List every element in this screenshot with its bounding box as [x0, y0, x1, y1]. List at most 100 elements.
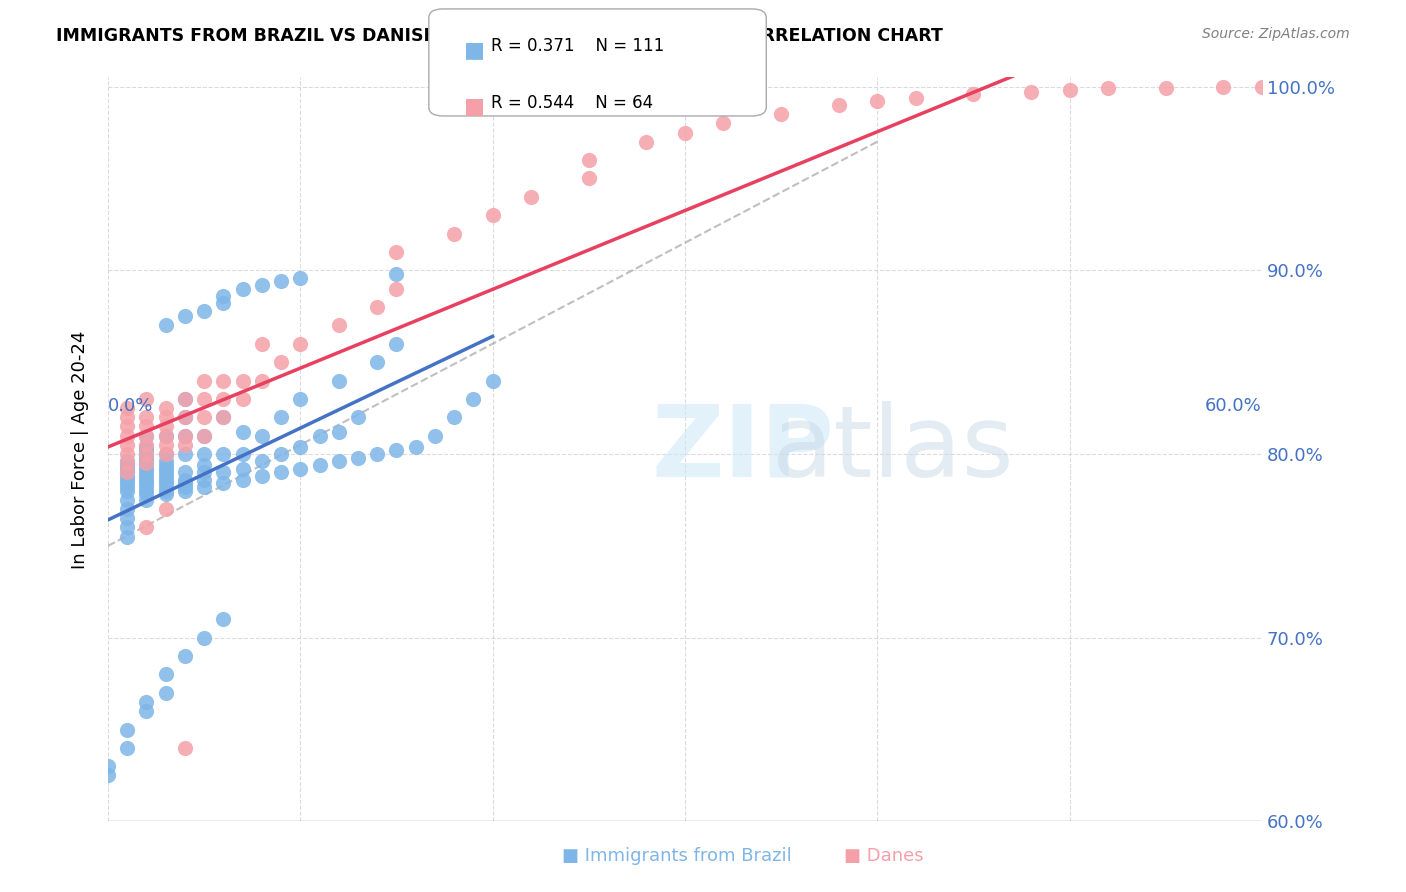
Point — [1059, 83, 1081, 97]
Point — [463, 392, 485, 406]
Point — [828, 98, 851, 112]
Point — [155, 483, 177, 498]
Point — [1154, 81, 1177, 95]
Point — [115, 447, 138, 461]
Point — [250, 336, 273, 351]
Point — [135, 454, 157, 468]
Point — [232, 374, 254, 388]
Point — [212, 466, 235, 480]
Point — [308, 428, 330, 442]
Point — [174, 473, 197, 487]
Point — [174, 438, 197, 452]
Point — [155, 318, 177, 333]
Point — [115, 454, 138, 468]
Point — [155, 686, 177, 700]
Point — [155, 480, 177, 494]
Point — [115, 511, 138, 525]
Point — [135, 450, 157, 465]
Point — [232, 392, 254, 406]
Text: ■ Danes: ■ Danes — [844, 847, 924, 865]
Point — [135, 466, 157, 480]
Point — [174, 447, 197, 461]
Point — [135, 428, 157, 442]
Point — [174, 740, 197, 755]
Point — [328, 425, 350, 439]
Point — [193, 303, 215, 318]
Point — [443, 410, 465, 425]
Point — [115, 740, 138, 755]
Point — [481, 208, 503, 222]
Point — [212, 374, 235, 388]
Point — [174, 410, 197, 425]
Point — [232, 447, 254, 461]
Point — [174, 649, 197, 664]
Point — [155, 466, 177, 480]
Point — [155, 502, 177, 516]
Point — [232, 461, 254, 475]
Point — [250, 374, 273, 388]
Point — [212, 410, 235, 425]
Point — [135, 440, 157, 454]
Point — [385, 267, 408, 281]
Point — [366, 355, 388, 369]
Point — [290, 392, 312, 406]
Point — [520, 190, 543, 204]
Point — [770, 107, 793, 121]
Point — [366, 447, 388, 461]
Point — [193, 458, 215, 472]
Point — [115, 469, 138, 483]
Point — [193, 410, 215, 425]
Point — [290, 461, 312, 475]
Point — [155, 428, 177, 442]
Point — [115, 530, 138, 544]
Point — [673, 126, 696, 140]
Point — [115, 520, 138, 534]
Point — [347, 450, 370, 465]
Point — [115, 461, 138, 475]
Point — [250, 278, 273, 293]
Point — [290, 336, 312, 351]
Point — [250, 454, 273, 468]
Point — [212, 392, 235, 406]
Point — [713, 116, 735, 130]
Point — [155, 469, 177, 483]
Point — [578, 171, 600, 186]
Point — [174, 310, 197, 324]
Point — [385, 336, 408, 351]
Point — [135, 428, 157, 442]
Point — [405, 440, 427, 454]
Point — [174, 476, 197, 491]
Point — [443, 227, 465, 241]
Point — [866, 95, 889, 109]
Point — [115, 492, 138, 507]
Point — [135, 492, 157, 507]
Point — [115, 473, 138, 487]
Point — [212, 447, 235, 461]
Point — [115, 410, 138, 425]
Point — [135, 419, 157, 434]
Point — [174, 483, 197, 498]
Point — [212, 476, 235, 491]
Point — [115, 438, 138, 452]
Point — [155, 461, 177, 475]
Point — [174, 410, 197, 425]
Text: ■: ■ — [464, 40, 485, 60]
Point — [135, 410, 157, 425]
Point — [1251, 79, 1274, 94]
Point — [135, 487, 157, 501]
Point — [904, 90, 927, 104]
Point — [115, 476, 138, 491]
Point — [481, 374, 503, 388]
Point — [155, 458, 177, 472]
Point — [115, 401, 138, 415]
Point — [636, 135, 658, 149]
Point — [174, 428, 197, 442]
Text: Source: ZipAtlas.com: Source: ZipAtlas.com — [1202, 27, 1350, 41]
Point — [290, 440, 312, 454]
Point — [174, 428, 197, 442]
Point — [155, 428, 177, 442]
Text: ■ Immigrants from Brazil: ■ Immigrants from Brazil — [562, 847, 792, 865]
Point — [270, 410, 292, 425]
Point — [1097, 81, 1119, 95]
Point — [155, 667, 177, 681]
